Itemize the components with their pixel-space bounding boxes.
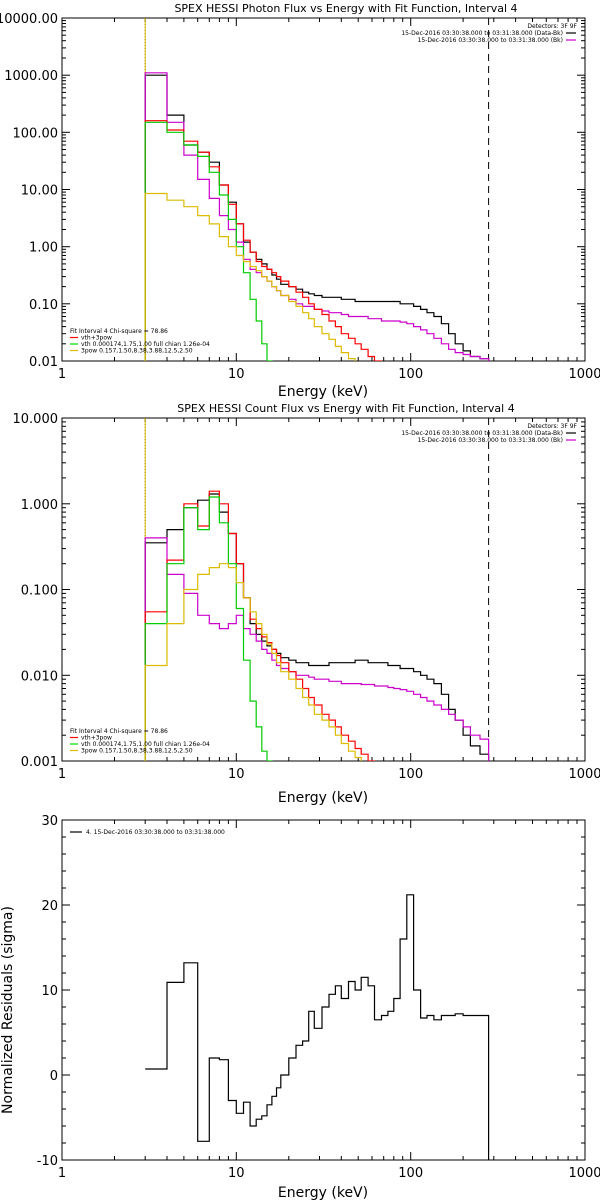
photon-flux-title: SPEX HESSI Photon Flux vs Energy with Fi… (174, 2, 517, 15)
photon-flux-fit-legend-header: Fit Interval 4 Chi-square = 78.86 (70, 328, 168, 335)
residuals-y-tick-label: -10 (37, 1154, 58, 1169)
count-flux-series-vth (144, 496, 273, 761)
residuals-legend-entry-label: 4. 15-Dec-2016 03:30:38.000 to 03:31:38.… (86, 829, 225, 836)
photon-flux-legend-entry-label: 15-Dec-2016 03:30:38.000 to 03:31:38.000… (401, 30, 563, 37)
photon-flux-x-tick-label: 1000 (568, 367, 600, 382)
residuals-x-tick-label: 1000 (568, 1166, 600, 1181)
count-flux-x-tick-label: 1000 (568, 767, 600, 782)
photon-flux-series-3pow (144, 192, 356, 361)
count-flux-y-tick-label: 0.100 (21, 584, 58, 599)
count-flux-x-tick-label: 1 (58, 767, 66, 782)
photon-flux-y-tick-label: 10.00 (21, 184, 58, 199)
residuals-legend: 4. 15-Dec-2016 03:30:38.000 to 03:31:38.… (70, 829, 225, 836)
photon-flux-y-tick-label: 0.10 (29, 298, 58, 313)
photon-flux-y-tick-label: 0.01 (29, 355, 58, 370)
photon-flux-series-data-bk (144, 74, 490, 361)
count-flux-legend-header: Detectors: 3F 9F (527, 423, 577, 430)
residuals-x-tick-label: 100 (398, 1166, 423, 1181)
count-flux-x-tick-label: 100 (398, 767, 423, 782)
count-flux-plot-area: 1 10 100 1000 0.001 0.010 0.100 1.000 10.000 (13, 412, 600, 782)
count-flux-series-vth-3pow (144, 490, 376, 761)
photon-flux-legend-header: Detectors: 3F 9F (527, 23, 577, 30)
residuals-series-4-15-dec-2016-03-30-38-000-to-03-31-38-000 (145, 894, 490, 1160)
photon-flux-x-tick-label: 100 (398, 367, 423, 382)
count-flux-series-bk (144, 537, 490, 761)
count-flux-fit-legend-label: 3pow 0.157,1.50,8.38,3.88,12.5,2.50 (81, 748, 193, 755)
photon-flux-plot-area: 1 10 100 1000 0.01 0.10 1.00 10.00 100.00 1000.00… (0, 12, 600, 382)
residuals-y-tick-label: 30 (41, 814, 58, 829)
count-flux-title: SPEX HESSI Count Flux vs Energy with Fit… (177, 402, 514, 415)
photon-flux-fit-legend: Fit Interval 4 Chi-square = 78.86vth+3po… (70, 328, 210, 355)
photon-flux-y-tick-label: 100.00 (13, 126, 59, 141)
count-flux-y-tick-label: 0.010 (21, 669, 58, 684)
residuals-x-tick-label: 1 (58, 1166, 66, 1181)
count-flux-x-axis-label: Energy (keV) (278, 790, 368, 806)
residuals-x-tick-label: 10 (228, 1166, 245, 1181)
residuals-plot-area: 1 10 100 1000 -10 0 10 20 30 (37, 814, 600, 1181)
count-flux-fit-legend-label: vth+3pow (81, 735, 112, 742)
photon-flux-panel: SPEX HESSI Photon Flux vs Energy with Fi… (0, 2, 600, 400)
photon-flux-fit-legend-label: vth 0.000174,1.75,1.00 full chian 1.26e-… (81, 341, 210, 348)
photon-flux-x-tick-label: 10 (228, 367, 245, 382)
residuals-y-tick-label: 0 (50, 1069, 58, 1084)
photon-flux-fit-legend-label: vth+3pow (81, 335, 112, 342)
residuals-y-tick-label: 10 (41, 984, 58, 999)
photon-flux-legend-entry-label: 15-Dec-2016 03:30:38.000 to 03:31:38.000… (418, 37, 563, 44)
count-flux-y-tick-label: 1.000 (21, 498, 58, 513)
residuals-y-tick-label: 20 (41, 899, 58, 914)
residuals-y-axis-label: Normalized Residuals (sigma) (0, 906, 16, 1114)
count-flux-fit-legend: Fit Interval 4 Chi-square = 78.86vth+3po… (70, 728, 210, 755)
photon-flux-x-tick-label: 1 (58, 367, 66, 382)
count-flux-legend-entry-label: 15-Dec-2016 03:30:38.000 to 03:31:38.000… (401, 430, 563, 437)
count-flux-fit-legend-header: Fit Interval 4 Chi-square = 78.86 (70, 728, 168, 735)
count-flux-y-tick-label: 10.000 (13, 412, 59, 427)
count-flux-fit-legend-label: vth 0.000174,1.75,1.00 full chian 1.26e-… (81, 741, 210, 748)
count-flux-panel: SPEX HESSI Count Flux vs Energy with Fit… (13, 402, 600, 806)
residuals-panel: 1 10 100 1000 -10 0 10 20 30 Energy (keV) Normal… (0, 814, 600, 1200)
residuals-x-axis-label: Energy (keV) (278, 1185, 368, 1200)
photon-flux-series-vth (144, 121, 273, 361)
photon-flux-y-tick-label: 1000.00 (4, 69, 58, 84)
photon-flux-fit-legend-label: 3pow 0.157,1.50,8.38,3.88,12.5,2.50 (81, 348, 193, 355)
photon-flux-y-tick-label: 10000.00 (0, 12, 58, 27)
photon-flux-y-tick-label: 1.00 (29, 241, 58, 256)
photon-flux-x-axis-label: Energy (keV) (278, 384, 368, 400)
count-flux-legend-entry-label: 15-Dec-2016 03:30:38.000 to 03:31:38.000… (418, 437, 563, 444)
count-flux-series-3pow (144, 563, 362, 761)
count-flux-y-tick-label: 0.001 (21, 755, 58, 770)
count-flux-x-tick-label: 10 (228, 767, 245, 782)
photon-flux-series-vth-3pow (144, 120, 383, 361)
